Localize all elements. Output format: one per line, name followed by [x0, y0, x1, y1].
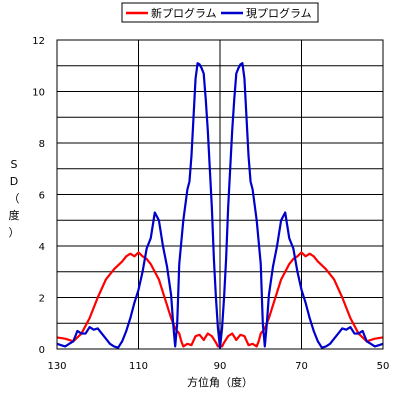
- y-tick-label: 4: [39, 242, 45, 253]
- legend-label: 新プログラム: [151, 6, 217, 20]
- axes: 0 2 4 6 8 10 12 130 110 90 70 50 方位角（度） S D （度）: [9, 36, 390, 389]
- y-tick-label: 8: [39, 139, 45, 150]
- series-layer: [56, 62, 384, 349]
- y-tick-label: 10: [32, 88, 45, 99]
- x-axis-label: 方位角（度）: [187, 375, 253, 389]
- legend-label: 現プログラム: [246, 6, 312, 20]
- series-line-current-program: [56, 62, 384, 349]
- legend: 新プログラム 現プログラム: [121, 2, 319, 23]
- x-tick-label: 130: [47, 361, 66, 372]
- y-tick-label: 2: [39, 294, 45, 305]
- x-tick-label: 70: [295, 361, 308, 372]
- y-tick-label: 6: [39, 191, 45, 202]
- legend-box: [121, 2, 319, 23]
- x-tick-label: 50: [377, 361, 390, 372]
- y-tick-label: 12: [32, 36, 45, 47]
- y-axis-label: S D （度）: [9, 158, 20, 239]
- x-tick-label: 90: [214, 361, 227, 372]
- y-tick-label: 0: [39, 345, 45, 356]
- x-tick-label: 110: [129, 361, 148, 372]
- plot-frame: [56, 39, 384, 350]
